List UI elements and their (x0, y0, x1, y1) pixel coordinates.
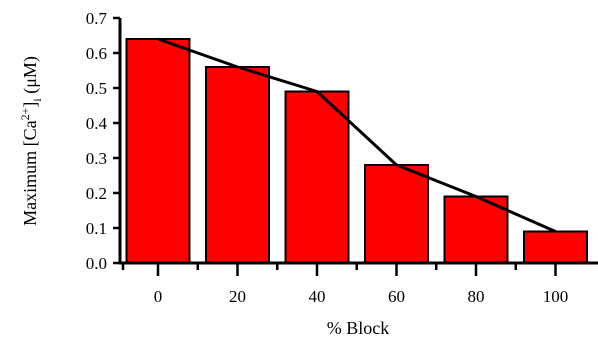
y-tick-label: 0.5 (86, 79, 107, 98)
x-tick-label: 40 (309, 287, 326, 306)
x-tick-label: 20 (229, 287, 246, 306)
y-axis-ticks: 0.0 0.1 0.2 0.3 0.4 0.5 0.6 0.7 (86, 9, 120, 273)
trend-line (157, 37, 557, 233)
y-axis-title: Maximum [Ca2+]i (μM) (18, 56, 44, 226)
bar-80 (443, 195, 509, 264)
y-tick-label: 0.4 (86, 114, 108, 133)
y-axis-title-pre: Maximum [Ca (20, 120, 40, 226)
y-axis-title-post: (μM) (20, 56, 41, 98)
y-tick-label: 0.2 (86, 184, 107, 203)
x-tick-label: 80 (468, 287, 485, 306)
bar-20 (205, 66, 270, 264)
bar-60 (364, 164, 429, 264)
x-tick-label: 0 (154, 287, 163, 306)
x-axis-ticks: 0 20 40 60 80 100 (121, 263, 569, 306)
y-axis-title-sub: i (30, 98, 44, 102)
y-tick-label: 0.3 (86, 149, 107, 168)
x-tick-label: 100 (543, 287, 569, 306)
bars-group (125, 38, 588, 264)
x-tick-label: 60 (388, 287, 405, 306)
bar-40 (284, 90, 350, 264)
y-tick-label: 0.7 (86, 9, 108, 28)
y-tick-label: 0.6 (86, 44, 107, 63)
y-tick-label: 0.1 (86, 219, 107, 238)
y-axis-title-mid: ] (20, 102, 40, 108)
y-axis-title-sup: 2+ (18, 107, 32, 120)
bar-100 (523, 230, 588, 264)
bar-0 (125, 38, 191, 264)
y-tick-label: 0.0 (86, 254, 107, 273)
x-axis-title: % Block (327, 318, 390, 338)
